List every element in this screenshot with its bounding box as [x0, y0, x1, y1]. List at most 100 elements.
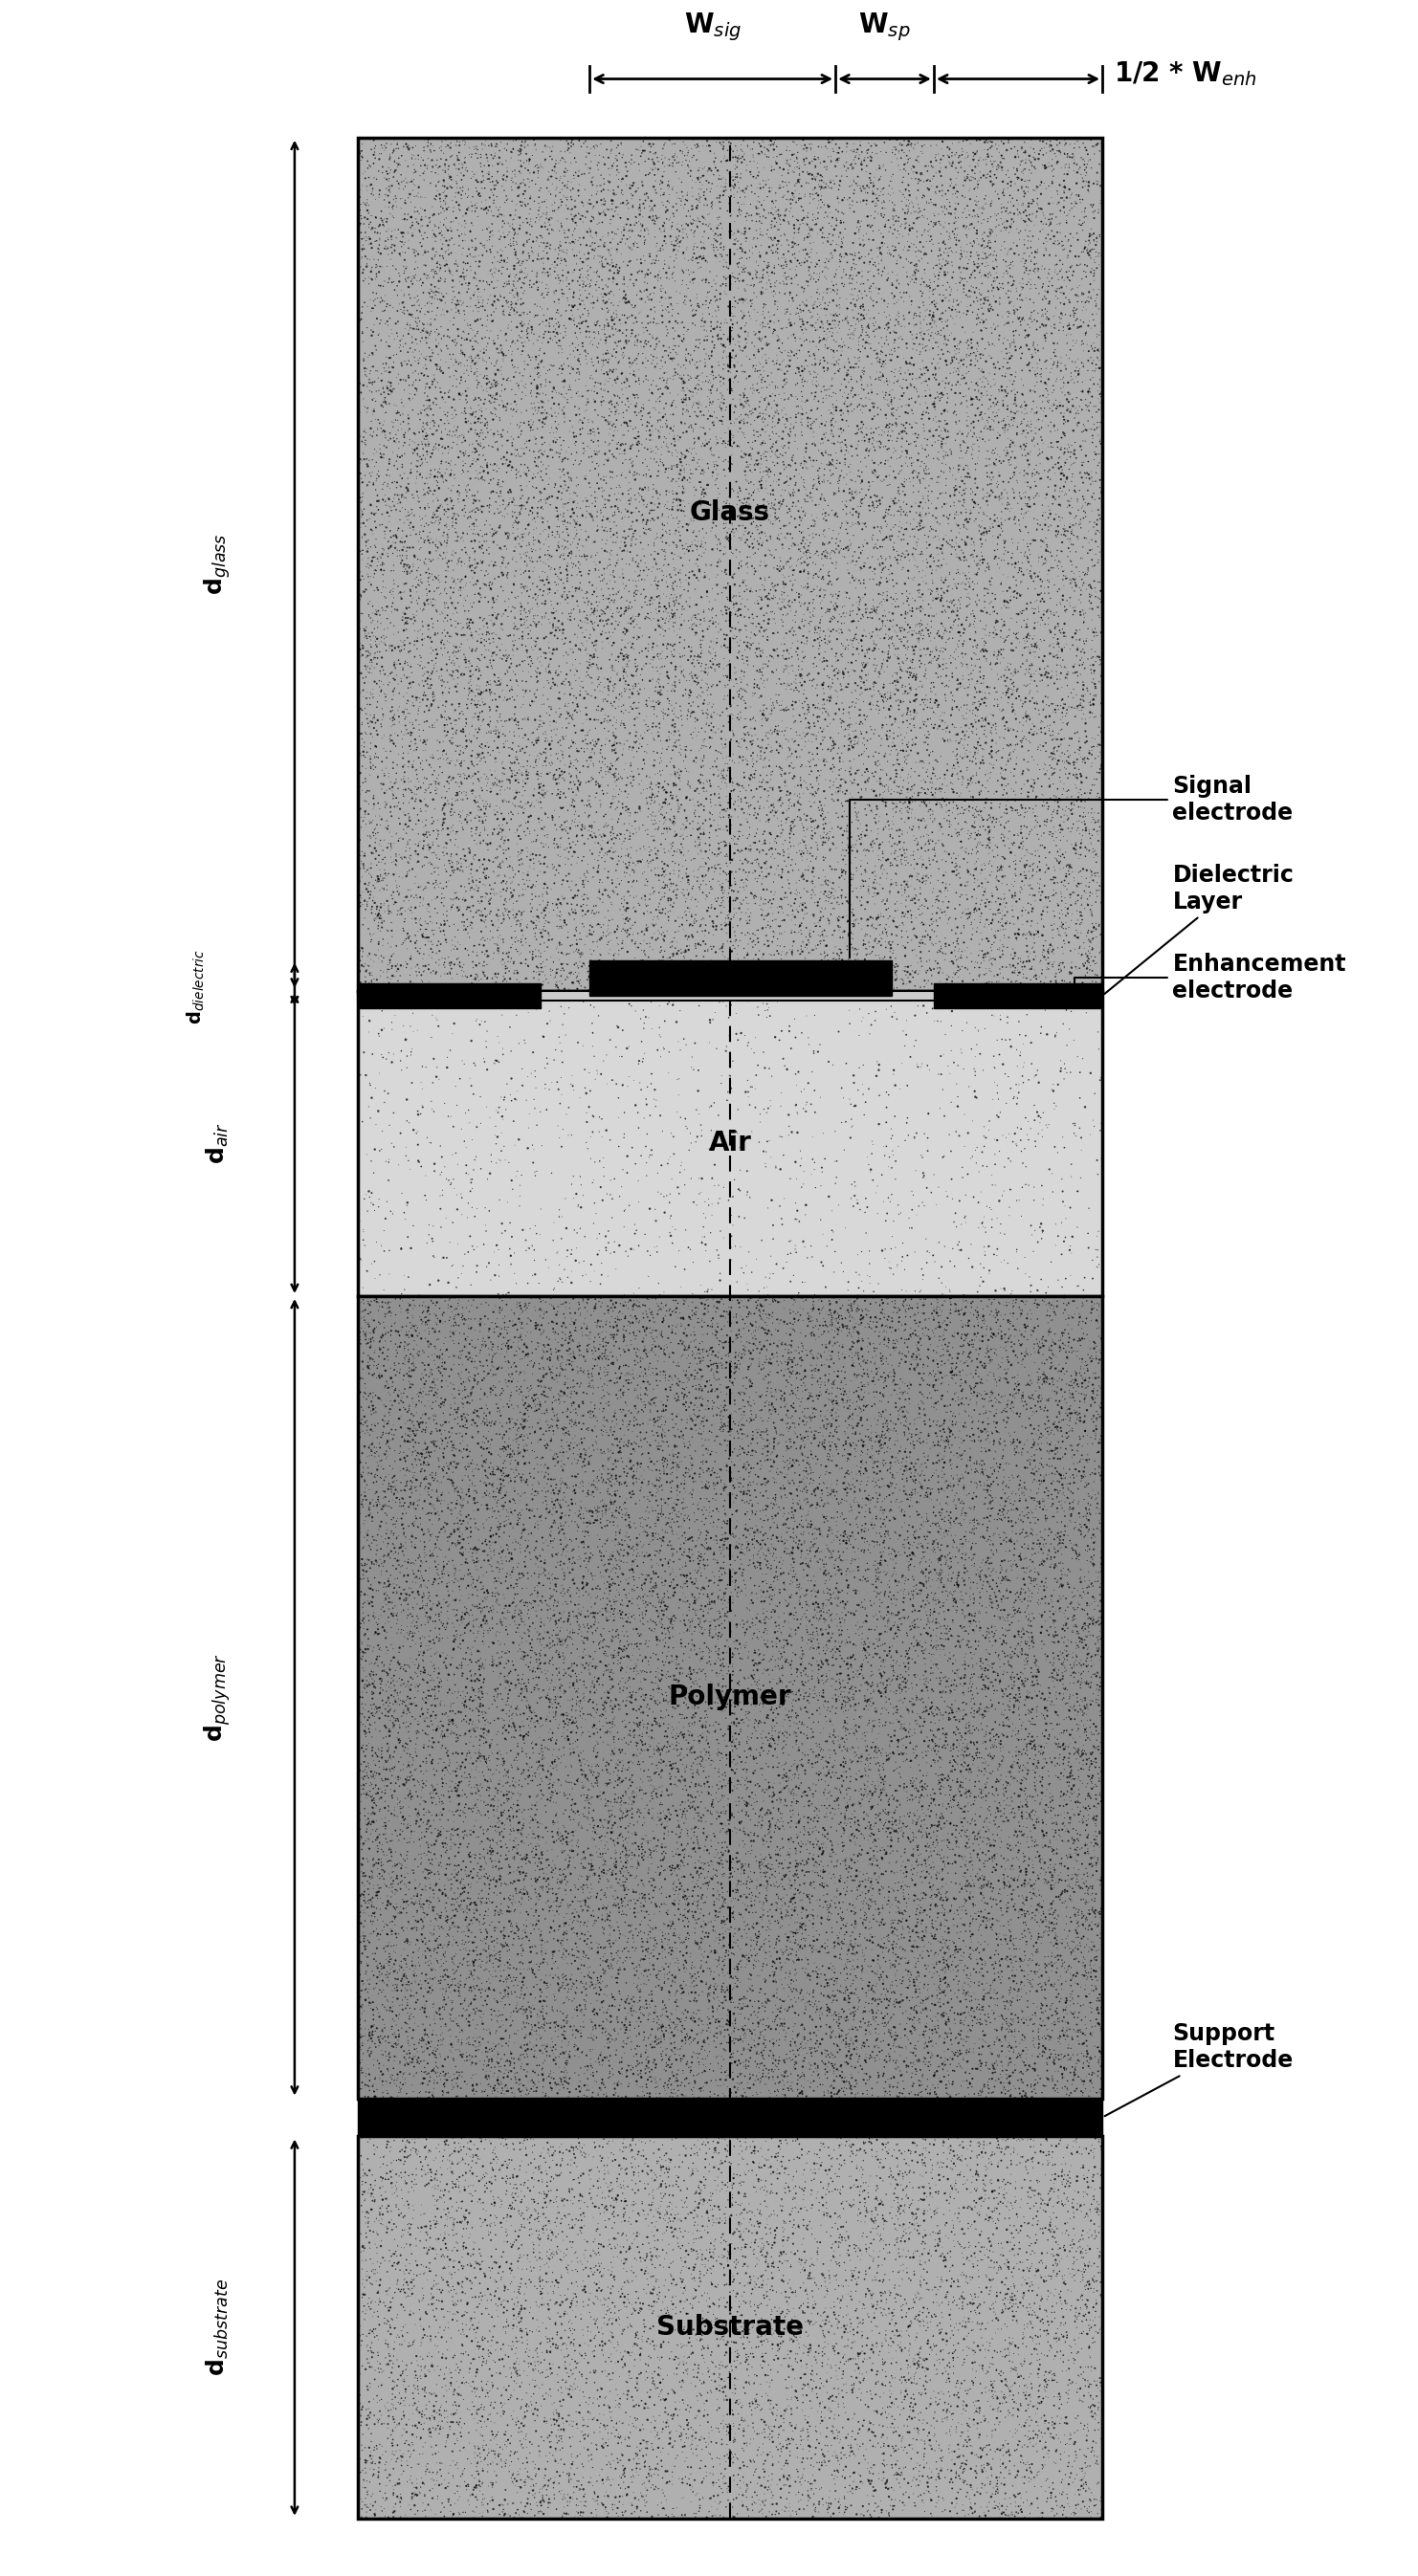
Point	[1034, 1963, 1056, 2004]
Point	[967, 793, 990, 835]
Point	[709, 2277, 732, 2318]
Point	[418, 1919, 441, 1960]
Point	[1059, 873, 1082, 914]
Point	[414, 804, 437, 845]
Point	[710, 376, 733, 417]
Point	[1022, 608, 1045, 649]
Point	[875, 1388, 898, 1430]
Point	[413, 384, 435, 425]
Point	[440, 1870, 462, 1911]
Point	[729, 2120, 752, 2161]
Point	[359, 623, 381, 665]
Point	[573, 1352, 596, 1394]
Point	[1021, 420, 1044, 461]
Point	[457, 1090, 479, 1131]
Point	[815, 1965, 838, 2007]
Point	[888, 118, 910, 160]
Point	[964, 147, 987, 188]
Point	[705, 1275, 727, 1316]
Point	[503, 520, 526, 562]
Point	[892, 1623, 915, 1664]
Point	[510, 729, 533, 770]
Point	[756, 701, 778, 742]
Point	[357, 1412, 380, 1453]
Point	[727, 167, 750, 209]
Point	[424, 2228, 447, 2269]
Point	[501, 389, 523, 430]
Point	[508, 2215, 530, 2257]
Point	[715, 842, 737, 884]
Point	[929, 1376, 951, 1417]
Point	[669, 355, 692, 397]
Point	[1059, 175, 1082, 216]
Point	[1008, 1363, 1031, 1404]
Point	[482, 1873, 505, 1914]
Point	[556, 708, 579, 750]
Point	[649, 1852, 672, 1893]
Point	[865, 1412, 888, 1453]
Point	[920, 2146, 943, 2187]
Point	[459, 1698, 482, 1739]
Point	[390, 1793, 413, 1834]
Point	[491, 840, 513, 881]
Point	[354, 961, 377, 1002]
Point	[1029, 2184, 1052, 2226]
Point	[605, 917, 628, 958]
Point	[546, 1231, 569, 1273]
Point	[993, 399, 1015, 440]
Point	[354, 505, 377, 546]
Point	[469, 2249, 492, 2290]
Point	[452, 2226, 475, 2267]
Point	[347, 2460, 370, 2501]
Point	[587, 1499, 610, 1540]
Point	[383, 2336, 406, 2378]
Point	[715, 791, 737, 832]
Point	[587, 2043, 610, 2084]
Point	[902, 1989, 925, 2030]
Point	[1000, 162, 1022, 204]
Point	[631, 425, 654, 466]
Point	[862, 714, 885, 755]
Point	[441, 2439, 464, 2481]
Point	[527, 381, 550, 422]
Point	[835, 1515, 858, 1556]
Point	[546, 1061, 569, 1103]
Point	[1025, 1473, 1048, 1515]
Point	[577, 371, 600, 412]
Point	[959, 1713, 981, 1754]
Point	[909, 263, 932, 304]
Point	[753, 2409, 776, 2450]
Point	[430, 201, 452, 242]
Point	[489, 325, 512, 366]
Point	[414, 1850, 437, 1891]
Point	[366, 1873, 389, 1914]
Point	[586, 497, 608, 538]
Point	[638, 1301, 661, 1342]
Point	[631, 1443, 654, 1484]
Point	[940, 2025, 963, 2066]
Point	[783, 1917, 805, 1958]
Point	[526, 1306, 549, 1347]
Point	[441, 809, 464, 850]
Point	[951, 1324, 974, 1365]
Point	[512, 1986, 535, 2027]
Point	[372, 920, 394, 961]
Point	[831, 1638, 854, 1680]
Point	[444, 1935, 467, 1976]
Point	[795, 693, 818, 734]
Point	[1052, 1115, 1075, 1157]
Point	[559, 1837, 581, 1878]
Point	[898, 1819, 920, 1860]
Point	[892, 1662, 915, 1703]
Point	[763, 2339, 786, 2380]
Point	[946, 1334, 968, 1376]
Point	[654, 1028, 676, 1069]
Point	[981, 1685, 1004, 1726]
Point	[950, 2048, 973, 2089]
Point	[484, 1906, 506, 1947]
Point	[655, 574, 678, 616]
Point	[801, 768, 824, 809]
Point	[896, 350, 919, 392]
Point	[354, 2290, 377, 2331]
Point	[370, 703, 393, 744]
